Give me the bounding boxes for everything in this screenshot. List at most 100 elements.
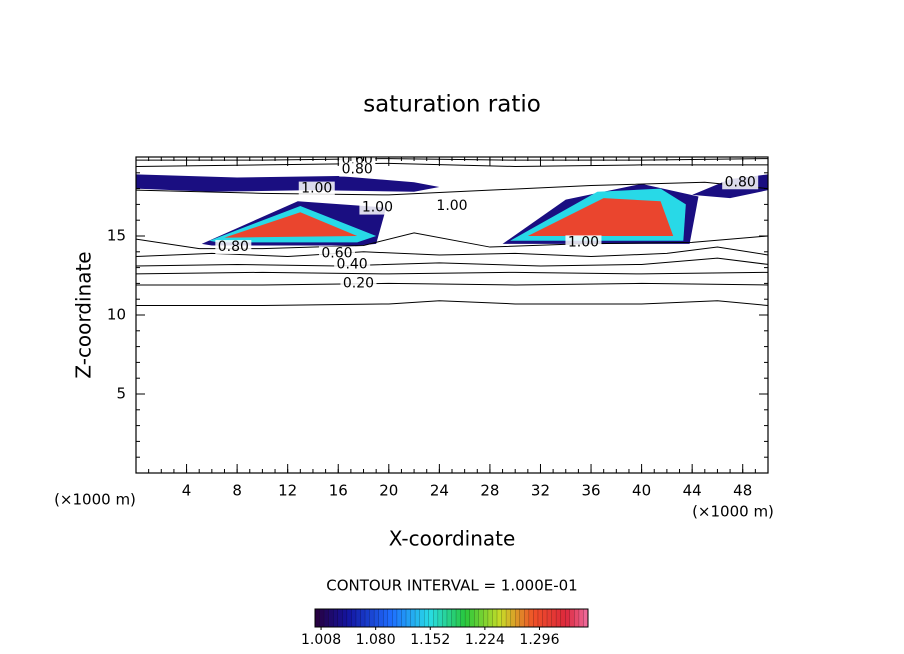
colorbar-cell xyxy=(569,609,575,627)
colorbar-cell xyxy=(497,609,502,627)
contour-label: 1.00 xyxy=(301,181,332,197)
shaded-region xyxy=(527,198,674,236)
contour-label: 0.60 xyxy=(321,245,352,261)
colorbar-cell xyxy=(355,609,361,627)
colorbar-cell xyxy=(460,609,466,627)
colorbar-cell xyxy=(360,609,366,627)
colorbar-cell xyxy=(446,609,452,627)
colorbar-cell xyxy=(406,609,411,627)
x-unit-label: (×1000 m) xyxy=(692,503,774,521)
colorbar-tick-label: 1.008 xyxy=(301,632,341,648)
x-tick-label: 4 xyxy=(182,482,192,500)
colorbar-cell xyxy=(492,609,498,627)
y-axis-label: Z-coordinate xyxy=(72,251,96,378)
colorbar-tick-label: 1.080 xyxy=(356,632,396,648)
x-tick-label: 28 xyxy=(480,482,499,500)
y-tick-label: 15 xyxy=(107,227,126,245)
contour-line xyxy=(136,257,768,267)
contour-label-bg xyxy=(359,200,396,215)
colorbar-cell xyxy=(483,609,489,627)
colorbar-cell xyxy=(487,609,493,627)
colorbar-cell xyxy=(437,609,443,627)
colorbar-cell xyxy=(560,609,566,627)
colorbar-cell xyxy=(415,609,420,627)
contour-label: 0.80 xyxy=(725,174,756,190)
colorbar-cell xyxy=(392,609,398,627)
colorbar-cell xyxy=(515,609,521,627)
colorbar-cell xyxy=(387,609,393,627)
x-tick-label: 8 xyxy=(232,482,242,500)
colorbar-cell xyxy=(537,609,543,627)
colorbar-tick-label: 1.224 xyxy=(465,632,505,648)
contour-label-bg xyxy=(298,181,335,196)
colorbar-cell xyxy=(342,609,348,627)
contour-label: 1.00 xyxy=(436,198,467,214)
plot-area: 0.600.801.001.00 1.000.800.80 0.600.400.20… xyxy=(136,152,768,307)
colorbar-cell xyxy=(424,609,430,627)
colorbar-cell xyxy=(574,609,580,627)
colorbar-cell xyxy=(324,609,329,627)
colorbar-cell xyxy=(474,609,480,627)
contour-line xyxy=(136,271,768,275)
x-tick-label: 40 xyxy=(632,482,651,500)
colorbar-cell xyxy=(556,609,561,627)
colorbar-cell xyxy=(383,609,389,627)
contour-label-bg xyxy=(318,246,355,261)
colorbar-cell xyxy=(428,609,434,627)
colorbar-cell xyxy=(451,609,457,627)
shaded-region xyxy=(224,212,358,238)
colorbar-cell xyxy=(551,609,557,627)
x-tick-label: 44 xyxy=(683,482,702,500)
colorbar-cell xyxy=(333,609,339,627)
colorbar-cell xyxy=(410,609,416,627)
colorbar-cell xyxy=(528,609,534,627)
contour-label-bg xyxy=(722,175,759,190)
colorbar-cell xyxy=(506,609,511,627)
y-tick-label: 10 xyxy=(107,306,126,324)
x-tick-label: 16 xyxy=(329,482,348,500)
colorbar-cell xyxy=(478,609,484,627)
colorbar-cell xyxy=(433,609,439,627)
contour-label-bg xyxy=(434,198,470,213)
colorbar-cell xyxy=(315,609,320,627)
colorbar-cell xyxy=(374,609,379,627)
x-tick-label: 36 xyxy=(581,482,600,500)
colorbar-cell xyxy=(524,609,530,627)
colorbar-tick-label: 1.296 xyxy=(519,632,559,648)
colorbar-cell xyxy=(578,609,584,627)
contour-label: 1.00 xyxy=(568,234,599,250)
colorbar-cell xyxy=(456,609,461,627)
contour-line xyxy=(136,162,768,167)
colorbar-cell xyxy=(565,609,571,627)
contour-label: 0.80 xyxy=(218,239,249,255)
contour-label: 0.60 xyxy=(342,152,373,168)
contour-label-bg xyxy=(340,276,377,291)
x-tick-label: 12 xyxy=(278,482,297,500)
colorbar-cell xyxy=(542,609,548,627)
colorbar-cell xyxy=(328,609,334,627)
colorbar-cell xyxy=(365,609,370,627)
colorbar-cell xyxy=(319,609,325,627)
contour-label-bg xyxy=(565,235,602,250)
colorbar-cell xyxy=(337,609,343,627)
contour-line xyxy=(136,246,768,258)
chart-title: saturation ratio xyxy=(363,92,541,118)
contour-line xyxy=(136,181,768,196)
x-tick-label: 32 xyxy=(531,482,550,500)
colorbar-cell xyxy=(533,609,539,627)
x-tick-label: 24 xyxy=(430,482,449,500)
colorbar-cell xyxy=(510,609,516,627)
colorbar-cell xyxy=(351,609,357,627)
contour-interval: CONTOUR INTERVAL = 1.000E-01 xyxy=(326,577,577,595)
colorbar-cell xyxy=(401,609,407,627)
colorbar-frame xyxy=(314,608,589,628)
colorbar-cell xyxy=(378,609,384,627)
colorbar-cell xyxy=(469,609,475,627)
colorbar-cell xyxy=(419,609,425,627)
contour-label: 0.40 xyxy=(337,256,368,272)
contour-label-bg xyxy=(215,240,252,255)
x-tick-label: 48 xyxy=(733,482,752,500)
contour-line xyxy=(136,282,768,286)
contour-label-bg xyxy=(339,162,376,177)
